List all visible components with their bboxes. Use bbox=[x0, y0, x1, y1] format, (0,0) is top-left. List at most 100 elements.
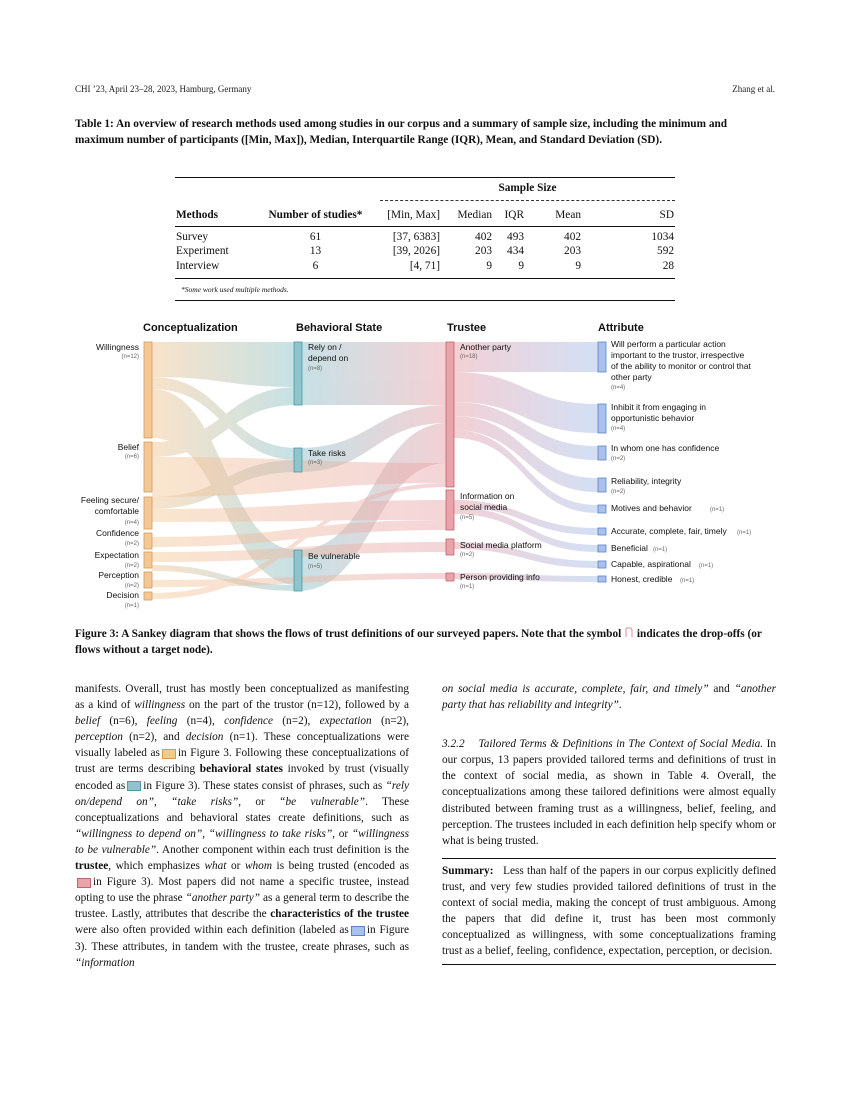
table-cell: 9 bbox=[486, 259, 492, 272]
node-decision bbox=[143, 591, 153, 601]
label-belief: Belief bbox=[118, 442, 140, 452]
label-attr-1-line3: of the ability to monitor or control tha… bbox=[611, 361, 751, 371]
label-n: (n=2) bbox=[125, 563, 139, 569]
node-be-vulnerable bbox=[293, 549, 303, 592]
col-header: IQR bbox=[504, 208, 524, 221]
node-feeling bbox=[143, 496, 153, 530]
label-decision: Decision bbox=[106, 590, 139, 600]
table-cell: 493 bbox=[507, 230, 524, 243]
flow bbox=[453, 430, 598, 513]
label-n: (n=2) bbox=[611, 489, 625, 495]
label-n: (n=4) bbox=[125, 520, 139, 526]
table-cell: [37, 6383] bbox=[392, 230, 440, 243]
table-cell: 1034 bbox=[651, 230, 674, 243]
table-cell: 9 bbox=[575, 259, 581, 272]
flow bbox=[152, 457, 448, 497]
running-header-left: CHI ’23, April 23–28, 2023, Hamburg, Ger… bbox=[75, 84, 252, 94]
column-header-attribute: Attribute bbox=[598, 322, 644, 334]
label-attr-5: Motives and behavior bbox=[611, 503, 692, 513]
node-person-providing-info bbox=[445, 572, 455, 582]
table-cell: Interview bbox=[176, 259, 220, 272]
flow bbox=[453, 507, 598, 552]
label-n: (n=1) bbox=[699, 563, 713, 569]
table-cell: 592 bbox=[657, 244, 674, 257]
node-willingness bbox=[143, 341, 153, 439]
behavioral-swatch bbox=[127, 780, 142, 791]
node-attr-9 bbox=[597, 575, 607, 583]
flow bbox=[453, 573, 598, 582]
label-attr-2-line1: Inhibit it from engaging in bbox=[611, 402, 706, 412]
figure3-caption-text: Figure 3: A Sankey diagram that shows th… bbox=[75, 628, 622, 640]
label-take-risks: Take risks bbox=[308, 448, 346, 458]
table-cell: 434 bbox=[507, 244, 524, 257]
label-n: (n=4) bbox=[611, 385, 625, 391]
figure3-caption-text-2: indicates the drop-offs (or flows withou… bbox=[75, 628, 762, 656]
table1: Sample Size Methods Number of studies* [… bbox=[175, 177, 675, 301]
node-attr-5 bbox=[597, 504, 607, 514]
label-n: (n=3) bbox=[308, 460, 322, 466]
table-cell: 402 bbox=[564, 230, 581, 243]
label-attr-8: Capable, aspirational bbox=[611, 559, 691, 569]
summary-rule-top bbox=[442, 857, 776, 859]
label-be-vulnerable: Be vulnerable bbox=[308, 551, 360, 561]
label-n: (n=1) bbox=[680, 578, 694, 584]
label-rely-line2: depend on bbox=[308, 353, 348, 363]
node-attr-7 bbox=[597, 544, 607, 553]
label-another-party: Another party bbox=[460, 342, 512, 352]
node-attr-1 bbox=[597, 341, 607, 373]
table-cell: 61 bbox=[309, 230, 322, 243]
column-header-trustee: Trustee bbox=[447, 322, 486, 334]
label-attr-9: Honest, credible bbox=[611, 574, 673, 584]
summary-box: Summary: Less than half of the papers in… bbox=[442, 863, 776, 960]
label-confidence: Confidence bbox=[96, 528, 139, 538]
label-n: (n=1) bbox=[460, 584, 474, 590]
label-n: (n=5) bbox=[460, 515, 474, 521]
conceptualization-labels: Willingness (n=12) Belief (n=6) Feeling … bbox=[81, 342, 140, 609]
table1-footnote: *Some work used multiple methods. bbox=[181, 284, 289, 294]
node-confidence bbox=[143, 532, 153, 550]
col-header: [Min, Max] bbox=[387, 208, 440, 221]
label-attr-1-line2: important to the trustor, irrespective bbox=[611, 350, 744, 360]
table-cell: Experiment bbox=[176, 244, 229, 257]
label-n: (n=1) bbox=[653, 547, 667, 553]
flow bbox=[152, 387, 298, 457]
subsection-3-2-2: 3.2.2 Tailored Terms & Definitions in Th… bbox=[442, 736, 776, 849]
col-header: SD bbox=[659, 208, 674, 221]
section-number: 3.2.2 bbox=[442, 738, 465, 751]
label-n: (n=2) bbox=[460, 552, 474, 558]
summary-text: Less than half of the papers in our corp… bbox=[442, 864, 776, 958]
table-cell: [39, 2026] bbox=[392, 244, 440, 257]
flow bbox=[298, 405, 448, 472]
table-cell: Survey bbox=[176, 230, 209, 243]
flow bbox=[298, 342, 448, 405]
label-attr-1-line4: other party bbox=[611, 372, 652, 382]
dropoff-symbol-icon bbox=[625, 627, 633, 637]
label-attr-4: Reliability, integrity bbox=[611, 476, 682, 486]
flow bbox=[453, 416, 598, 492]
sankey-diagram: Conceptualization Behavioral State Trust… bbox=[81, 322, 752, 609]
label-n: (n=8) bbox=[308, 366, 322, 372]
label-attr-6: Accurate, complete, fair, timely bbox=[611, 526, 727, 536]
flows-trustee-attribute bbox=[453, 342, 598, 582]
table-cell: 6 bbox=[312, 259, 319, 272]
label-n: (n=2) bbox=[125, 583, 139, 589]
table-row: Survey 61 [37, 6383] 402 493 402 1034 bbox=[175, 226, 675, 244]
node-belief bbox=[143, 441, 153, 493]
col-header: Mean bbox=[555, 208, 581, 221]
label-n: (n=1) bbox=[737, 530, 751, 536]
section-title: Tailored Terms & Definitions in The Cont… bbox=[478, 738, 764, 751]
attribute-swatch bbox=[350, 925, 365, 936]
flow bbox=[453, 542, 598, 568]
col-header: Number of studies* bbox=[268, 208, 363, 221]
label-person-providing-info: Person providing info bbox=[460, 572, 540, 582]
label-n: (n=5) bbox=[308, 564, 322, 570]
flow bbox=[152, 520, 448, 547]
col-header: Methods bbox=[176, 208, 219, 221]
node-take-risks bbox=[293, 447, 303, 473]
label-rely-line1: Rely on / bbox=[308, 342, 342, 352]
node-social-media-platform bbox=[445, 538, 455, 556]
table-cell: 9 bbox=[518, 259, 524, 272]
label-n: (n=1) bbox=[125, 603, 139, 609]
right-column-text: on social media is accurate, complete, f… bbox=[442, 681, 776, 966]
paragraph-continuation: on social media is accurate, complete, f… bbox=[442, 683, 776, 712]
